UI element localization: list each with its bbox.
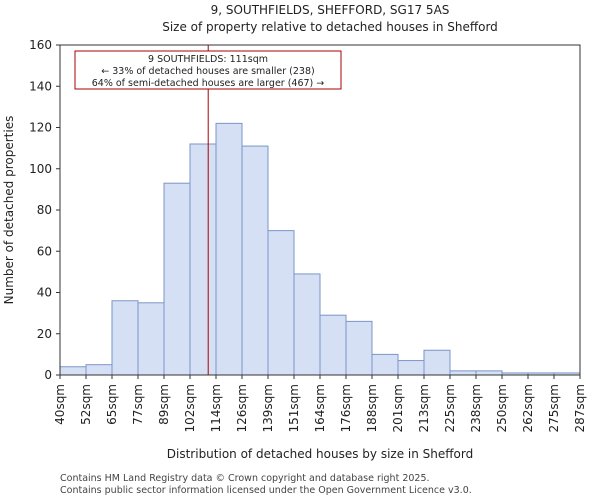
y-tick-label-60: 60 bbox=[37, 244, 52, 258]
y-axis-label: Number of detached properties bbox=[2, 116, 16, 305]
bars-group bbox=[59, 122, 581, 376]
annotation-box bbox=[74, 50, 342, 90]
bar-11 bbox=[345, 320, 373, 376]
bar-16 bbox=[475, 370, 503, 376]
bar-3 bbox=[137, 302, 165, 376]
x-tick-label-20: 287sqm bbox=[573, 384, 587, 432]
bar-8 bbox=[267, 230, 295, 376]
x-tick-label-13: 201sqm bbox=[391, 384, 405, 432]
chart-title: 9, SOUTHFIELDS, SHEFFORD, SG17 5AS bbox=[211, 3, 450, 17]
x-tick-label-1: 52sqm bbox=[79, 384, 93, 425]
x-tick-label-3: 77sqm bbox=[131, 384, 145, 425]
bar-10 bbox=[319, 314, 347, 376]
x-tick-label-14: 213sqm bbox=[417, 384, 431, 432]
x-tick-label-6: 114sqm bbox=[209, 384, 223, 432]
y-axis: 0 20 40 60 80 100 120 140 160 bbox=[29, 38, 60, 382]
bar-7 bbox=[241, 145, 269, 376]
y-tick-label-140: 140 bbox=[29, 79, 52, 93]
bar-4 bbox=[163, 182, 191, 376]
x-tick-label-15: 225sqm bbox=[443, 384, 457, 432]
x-tick-label-18: 262sqm bbox=[521, 384, 535, 432]
y-tick-label-0: 0 bbox=[44, 368, 52, 382]
bar-15 bbox=[449, 370, 477, 376]
bar-13 bbox=[397, 360, 425, 376]
x-tick-label-19: 275sqm bbox=[547, 384, 561, 432]
bar-1 bbox=[85, 364, 113, 376]
annotation-line-2: 64% of semi-detached houses are larger (… bbox=[92, 78, 325, 89]
y-tick-label-120: 120 bbox=[29, 121, 52, 135]
bar-9 bbox=[293, 273, 321, 376]
x-axis-label: Distribution of detached houses by size … bbox=[167, 447, 473, 461]
x-tick-label-7: 126sqm bbox=[235, 384, 249, 432]
footer-copyright: Contains HM Land Registry data © Crown c… bbox=[60, 473, 430, 484]
bar-2 bbox=[111, 300, 139, 376]
x-tick-label-10: 164sqm bbox=[313, 384, 327, 432]
x-axis: 40sqm 52sqm 65sqm 77sqm 89sqm 102sqm 114sqm 126… bbox=[53, 375, 587, 432]
x-tick-label-12: 188sqm bbox=[365, 384, 379, 432]
y-tick-label-160: 160 bbox=[29, 38, 52, 52]
x-tick-label-11: 176sqm bbox=[339, 384, 353, 432]
y-tick-label-20: 20 bbox=[37, 327, 52, 341]
x-tick-label-16: 238sqm bbox=[469, 384, 483, 432]
y-tick-label-80: 80 bbox=[37, 203, 52, 217]
x-tick-label-8: 139sqm bbox=[261, 384, 275, 432]
chart-subtitle: Size of property relative to detached ho… bbox=[162, 20, 498, 34]
bar-0 bbox=[59, 366, 87, 376]
x-tick-label-0: 40sqm bbox=[53, 384, 67, 425]
annotation-group: 9 SOUTHFIELDS: 111sqm← 33% of detached h… bbox=[74, 50, 342, 90]
annotation-line-0: 9 SOUTHFIELDS: 111sqm bbox=[148, 54, 268, 65]
x-tick-label-4: 89sqm bbox=[157, 384, 171, 425]
bar-14 bbox=[423, 349, 451, 376]
footer-licence: Contains public sector information licen… bbox=[60, 485, 472, 496]
bar-6 bbox=[215, 122, 243, 376]
bar-12 bbox=[371, 353, 399, 376]
x-tick-label-17: 250sqm bbox=[495, 384, 509, 432]
annotation-line-1: ← 33% of detached houses are smaller (23… bbox=[101, 66, 314, 77]
bar-5 bbox=[189, 143, 217, 376]
y-tick-label-100: 100 bbox=[29, 162, 52, 176]
x-tick-label-2: 65sqm bbox=[105, 384, 119, 425]
x-tick-label-9: 151sqm bbox=[287, 384, 301, 432]
x-tick-label-5: 102sqm bbox=[183, 384, 197, 432]
y-tick-label-40: 40 bbox=[37, 286, 52, 300]
